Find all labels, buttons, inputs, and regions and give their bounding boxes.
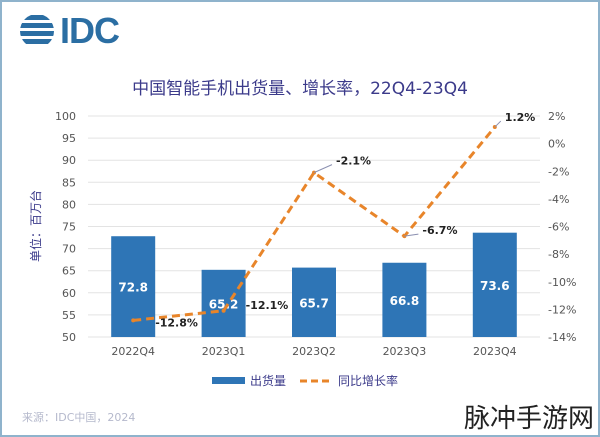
- bar-value-label: 73.6: [480, 279, 510, 293]
- y-tick-label: 70: [62, 243, 76, 256]
- y2-tick-label: -10%: [548, 276, 576, 289]
- growth-value-label: -12.8%: [155, 316, 198, 329]
- y-tick-label: 55: [62, 309, 76, 322]
- idc-logo: IDC: [18, 10, 120, 52]
- bar: [292, 267, 336, 337]
- y-tick-label: 60: [62, 287, 76, 300]
- legend-bar-label: 出货量: [250, 373, 286, 388]
- y-tick-label: 85: [62, 176, 76, 189]
- growth-value-label: -12.1%: [246, 299, 289, 312]
- y-tick-label: 50: [62, 331, 76, 344]
- y-tick-label: 95: [62, 132, 76, 145]
- bar-value-label: 66.8: [390, 294, 420, 308]
- y2-tick-label: 0%: [548, 138, 565, 151]
- chart-title: 中国智能手机出货量、增长率，22Q4-23Q4: [132, 79, 468, 99]
- growth-value-label: -6.7%: [422, 224, 457, 237]
- source-note: 来源：IDC中国，2024: [22, 411, 136, 424]
- x-tick-label: 2023Q3: [383, 345, 427, 358]
- bar: [201, 269, 246, 337]
- y2-tick-label: 2%: [548, 110, 565, 123]
- y-tick-label: 90: [62, 154, 76, 167]
- label-leader: [313, 164, 333, 174]
- y-axis-label: 单位：百万台: [28, 190, 43, 262]
- growth-point: [221, 308, 226, 313]
- y2-tick-label: -4%: [548, 193, 569, 206]
- growth-value-label: 1.2%: [505, 111, 536, 124]
- bar: [382, 262, 427, 337]
- label-leader: [404, 233, 419, 237]
- y2-tick-label: -14%: [548, 331, 576, 344]
- globe-icon: [20, 15, 54, 44]
- y2-tick-label: -6%: [548, 221, 569, 234]
- watermark: 脉冲手游网: [463, 404, 594, 434]
- growth-point: [131, 318, 136, 323]
- bar-value-label: 72.8: [118, 281, 148, 295]
- x-tick-label: 2023Q1: [202, 345, 246, 358]
- x-tick-label: 2023Q4: [473, 345, 517, 358]
- y-tick-label: 80: [62, 198, 76, 211]
- y-tick-label: 65: [62, 265, 76, 278]
- y-tick-label: 100: [55, 110, 76, 123]
- logo-text: IDC: [60, 10, 120, 51]
- bar-value-label: 65.7: [299, 296, 329, 310]
- x-tick-label: 2022Q4: [111, 345, 155, 358]
- growth-value-label: -2.1%: [336, 155, 371, 168]
- legend-bar-swatch: [212, 377, 245, 384]
- x-tick-label: 2023Q2: [292, 345, 336, 358]
- bar-value-label: 65.2: [209, 297, 239, 311]
- legend-line-label: 同比增长率: [338, 373, 398, 388]
- y2-tick-label: -12%: [548, 303, 576, 316]
- label-leader: [494, 120, 502, 128]
- y-tick-label: 75: [62, 221, 76, 234]
- y2-tick-label: -8%: [548, 248, 569, 261]
- y2-tick-label: -2%: [548, 165, 569, 178]
- bar: [472, 232, 517, 337]
